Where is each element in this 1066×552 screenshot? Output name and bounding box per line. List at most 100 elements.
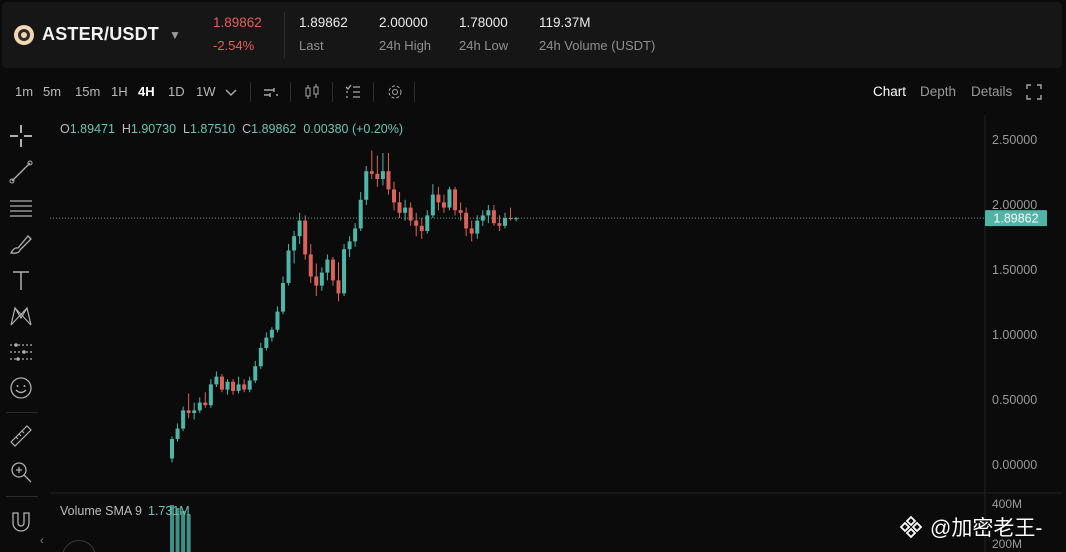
zoom-in-icon[interactable] (8, 459, 34, 485)
candle-body (403, 207, 408, 213)
stat-24h-high: 2.00000 24h High (379, 15, 432, 53)
candle-body (469, 228, 474, 234)
stat-24h-low: 1.78000 24h Low (459, 15, 509, 53)
magnet-icon[interactable] (8, 509, 34, 535)
candle-body (486, 210, 491, 216)
price-chart[interactable]: 2.50000 2.00000 1.50000 1.00000 0.50000 0.000… (50, 115, 1062, 552)
pair-selector[interactable]: ASTER/USDT ▼ (14, 24, 181, 45)
volume-bar (170, 505, 174, 552)
candle-body (491, 210, 496, 224)
candle-body (347, 241, 352, 250)
timeframe-1m[interactable]: 1m (15, 84, 34, 99)
candle-body (314, 276, 319, 286)
y-tick-label: 1.00000 (992, 328, 1037, 342)
timeframe-1w[interactable]: 1W (196, 84, 216, 99)
volume-bar (186, 514, 191, 552)
emoji-icon[interactable] (8, 375, 34, 401)
tab-details[interactable]: Details (971, 84, 1013, 99)
candle-body (203, 402, 208, 406)
volume-tick-label: 400M (992, 497, 1022, 511)
candle-body (369, 171, 374, 174)
candle-body (408, 207, 413, 221)
binance-logo-icon (899, 515, 923, 539)
brush-icon[interactable] (8, 231, 34, 257)
timeframe-1d[interactable]: 1D (168, 84, 185, 99)
price-block: 1.89862 -2.54% (213, 15, 262, 53)
stat-last: 1.89862 Last (299, 15, 348, 53)
candle-body (514, 218, 519, 220)
watermark: @加密老王- (898, 512, 1042, 542)
volume-legend: Volume SMA 9 1.731M (60, 504, 190, 518)
candle-body (419, 225, 424, 231)
y-tick-label: 2.50000 (992, 133, 1037, 147)
volume-tick-label: 200M (992, 537, 1022, 551)
candle-body (319, 272, 324, 286)
candle-body (414, 220, 419, 226)
template-list-icon[interactable] (344, 83, 362, 101)
tab-chart[interactable]: Chart (873, 84, 907, 99)
collapse-arrow-icon[interactable]: ‹ (40, 535, 44, 547)
candle-body (503, 218, 507, 226)
pair-name: ASTER/USDT (42, 24, 160, 44)
trend-line-icon[interactable] (8, 159, 34, 185)
candle-body (275, 311, 280, 330)
price-change: -2.54% (213, 38, 255, 53)
candle-body (253, 366, 258, 381)
forecast-icon[interactable] (8, 339, 34, 365)
settings-gear-icon[interactable] (386, 83, 404, 101)
candle-body (330, 259, 335, 281)
candle-body (447, 189, 452, 208)
candle-body (308, 254, 313, 277)
stat-24h-volume: 119.37M 24h Volume (USDT) (539, 15, 656, 53)
candle-body (231, 381, 236, 391)
tab-depth[interactable]: Depth (920, 84, 957, 99)
candle-body (242, 384, 247, 390)
candle-body (175, 428, 180, 439)
ruler-icon[interactable] (8, 423, 34, 449)
crosshair-icon[interactable] (8, 123, 34, 149)
candle-body (297, 220, 302, 237)
market-header: ASTER/USDT ▼ 1.89862 -2.54% 1.89862 Last… (2, 2, 1062, 68)
timeframe-15m[interactable]: 15m (75, 84, 101, 99)
candle-body (425, 215, 430, 231)
candle-body (386, 171, 391, 190)
candle-body (247, 380, 252, 390)
y-tick-label: 0.00000 (992, 458, 1037, 472)
y-tick-label: 1.50000 (992, 263, 1037, 277)
candle-body (364, 171, 369, 200)
candle-body (292, 236, 297, 251)
candle-body (286, 250, 291, 283)
current-price-tag (985, 210, 1047, 227)
timeframe-4h[interactable]: 4H (138, 84, 155, 99)
candle-body (225, 381, 230, 390)
y-tick-label: 2.00000 (992, 198, 1037, 212)
chevron-down-icon[interactable] (222, 83, 240, 101)
candle-body (186, 410, 191, 413)
drawing-tools (0, 115, 44, 552)
current-price-label: 1.89862 (993, 212, 1038, 226)
candle-body (192, 410, 197, 413)
candle-body (436, 194, 441, 203)
fullscreen-icon[interactable] (1025, 83, 1043, 101)
candle-body (197, 402, 202, 411)
candle-body (497, 223, 502, 226)
volume-bar (175, 508, 180, 552)
candle-body (170, 439, 174, 459)
horizontal-lines-icon[interactable] (8, 195, 34, 221)
candle-type-icon[interactable] (303, 83, 321, 101)
candle-body (208, 384, 213, 406)
candle-body (264, 337, 269, 348)
candle-body (458, 210, 463, 213)
caret-down-icon[interactable]: ▼ (169, 27, 181, 42)
text-tool-icon[interactable] (8, 267, 34, 293)
y-tick-label: 0.50000 (992, 393, 1037, 407)
candle-body (258, 348, 263, 367)
candle-body (453, 189, 458, 211)
timeframe-5m[interactable]: 5m (43, 84, 62, 99)
indicators-icon[interactable] (262, 83, 280, 101)
volume-bar (181, 511, 186, 552)
ohlc-legend: O1.89471 H1.90730 L1.87510 C1.89862 0.00… (60, 122, 404, 136)
timeframe-1h[interactable]: 1H (111, 84, 128, 99)
pattern-icon[interactable] (8, 303, 34, 329)
candle-body (325, 259, 330, 273)
